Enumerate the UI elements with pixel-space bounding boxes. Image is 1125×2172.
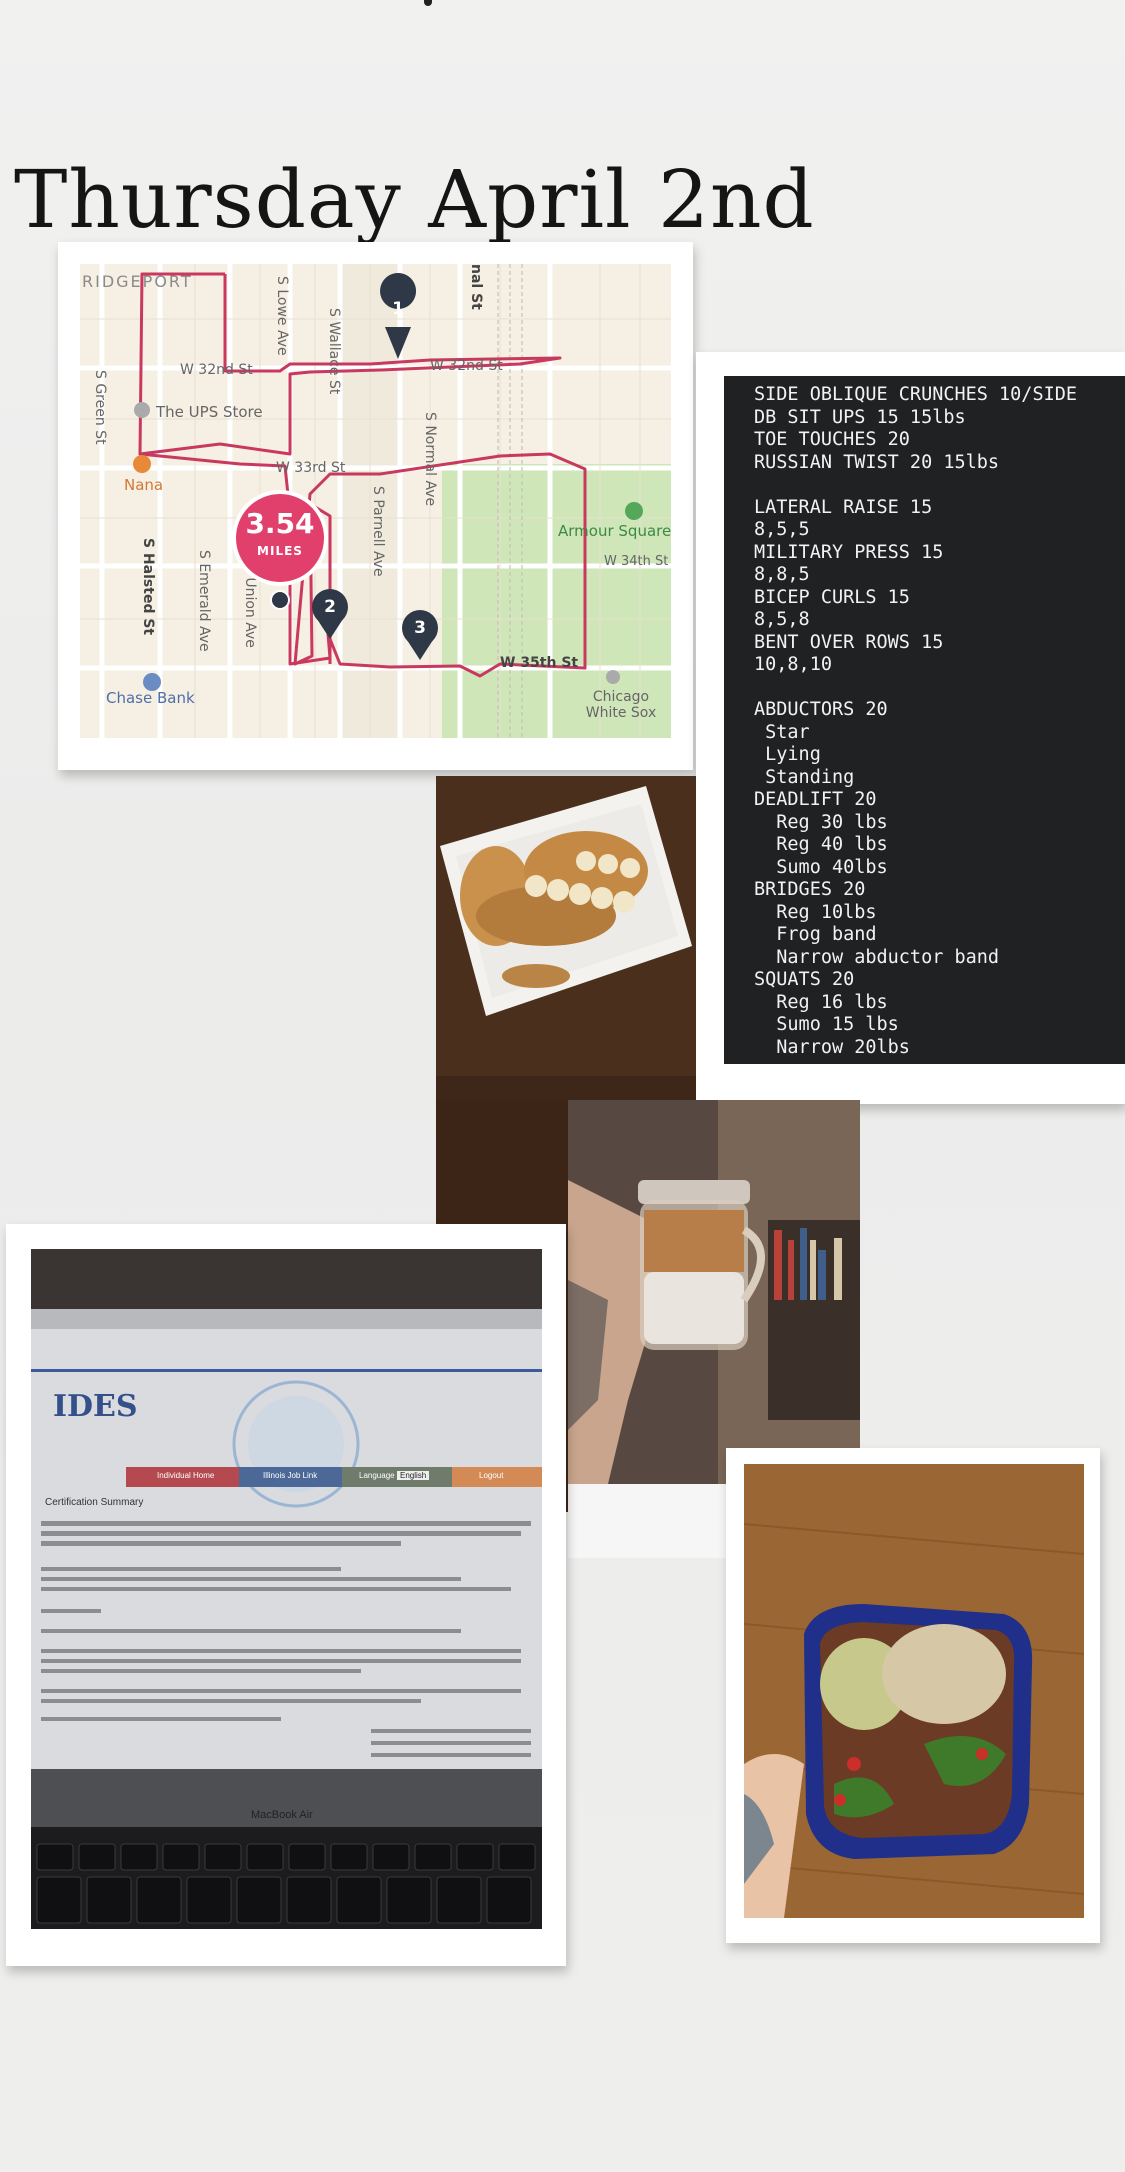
ides-logo: IDES bbox=[53, 1389, 138, 1424]
waffle-photo[interactable] bbox=[436, 776, 696, 1116]
map-label-w35: W 35th St bbox=[500, 655, 579, 671]
coffee-jar-illustration bbox=[568, 1100, 860, 1484]
map-label-w34: W 34th St bbox=[604, 554, 669, 569]
coffee-jar-photo[interactable] bbox=[568, 1100, 860, 1484]
laptop-screen-photo: IDES Certification Summary Individual Ho… bbox=[31, 1249, 542, 1929]
white-sox-stadium-icon bbox=[606, 670, 620, 684]
nana-restaurant-icon bbox=[133, 455, 151, 473]
workout-note-line: Star bbox=[754, 721, 810, 743]
workout-note-line: SIDE OBLIQUE CRUNCHES 10/SIDE bbox=[754, 384, 1078, 405]
workout-note-line: Reg 16 lbs bbox=[754, 991, 888, 1013]
workout-note-line: TOE TOUCHES 20 bbox=[754, 429, 910, 450]
bowl-illustration bbox=[744, 1464, 1084, 1918]
run-route-map: RIDGEPORT W 32nd St W 32nd St W 33rd St … bbox=[80, 264, 671, 738]
map-label-emerald: S Emerald Ave bbox=[196, 550, 212, 652]
workout-note-line: SQUATS 20 bbox=[754, 969, 855, 990]
workout-note-line: 8,8,5 bbox=[754, 564, 810, 585]
workout-note-line: DEADLIFT 20 bbox=[754, 789, 877, 810]
route-marker-3-label: 3 bbox=[414, 618, 426, 638]
workout-note-line: RUSSIAN TWIST 20 15lbs bbox=[754, 451, 1000, 473]
nav-illinois-job-link: Illinois Job Link bbox=[263, 1471, 318, 1480]
map-label-white-sox: Chicago White Sox bbox=[585, 689, 657, 721]
route-end-dot-icon bbox=[270, 590, 290, 610]
workout-notes-frame[interactable]: SIDE OBLIQUE CRUNCHES 10/SIDE DB SIT UPS … bbox=[696, 352, 1125, 1104]
map-label-green: S Green St bbox=[92, 370, 108, 445]
workout-note-line: LATERAL RAISE 15 bbox=[754, 496, 933, 518]
page-title: Thursday April 2nd bbox=[14, 153, 815, 246]
armour-square-park-icon bbox=[625, 502, 643, 520]
workout-note-line: DB SIT UPS 15 15lbs bbox=[754, 406, 966, 428]
map-label-lowe: S Lowe Ave bbox=[274, 276, 290, 356]
workout-note-line: Narrow 20lbs bbox=[754, 1036, 910, 1058]
map-label-w32: W 32nd St bbox=[180, 362, 253, 378]
map-label-ups: The UPS Store bbox=[156, 403, 263, 421]
grain-bowl-photo-frame[interactable] bbox=[726, 1448, 1100, 1943]
map-label-w33: W 33rd St bbox=[276, 460, 346, 476]
route-marker-1-label: 1 bbox=[392, 299, 404, 319]
chase-bank-icon bbox=[143, 673, 161, 691]
map-label-armour-square: Armour Square bbox=[558, 522, 671, 540]
workout-note-line: 8,5,8 bbox=[754, 609, 810, 630]
nav-logout: Logout bbox=[479, 1471, 504, 1480]
map-label-chase-bank: Chase Bank bbox=[106, 689, 195, 707]
map-label-w32-east: W 32nd St bbox=[430, 358, 503, 374]
nav-language-select: English bbox=[397, 1471, 430, 1480]
workout-note-line: Standing bbox=[754, 766, 855, 788]
workout-note-line: BENT OVER ROWS 15 bbox=[754, 631, 944, 653]
workout-note-line: MILITARY PRESS 15 bbox=[754, 541, 944, 563]
nav-language: Language bbox=[359, 1471, 395, 1480]
workout-note-line: 10,8,10 bbox=[754, 654, 832, 675]
workout-note-line: Reg 30 lbs bbox=[754, 811, 888, 833]
workout-note-line: Reg 40 lbs bbox=[754, 834, 888, 855]
map-label-nana: Nana bbox=[124, 476, 164, 494]
ups-store-icon bbox=[134, 402, 150, 418]
workout-note-line: ABDUCTORS 20 bbox=[754, 699, 888, 720]
workout-note-line: BICEP CURLS 15 bbox=[754, 586, 910, 608]
map-label-normal: S Normal Ave bbox=[422, 412, 438, 507]
workout-note-line: Frog band bbox=[754, 924, 877, 945]
workout-note-line: Sumo 15 lbs bbox=[754, 1014, 899, 1035]
workout-note-line bbox=[754, 677, 1125, 700]
workout-note-line: Lying bbox=[754, 744, 821, 765]
laptop-illustration bbox=[31, 1249, 542, 1929]
route-marker-3-icon bbox=[402, 610, 438, 660]
unemployment-certification-photo-frame[interactable]: IDES Certification Summary Individual Ho… bbox=[6, 1224, 566, 1966]
macbook-label: MacBook Air bbox=[251, 1809, 313, 1821]
map-photo-frame[interactable]: RIDGEPORT W 32nd St W 32nd St W 33rd St … bbox=[58, 242, 693, 770]
workout-note-line: 8,5,5 bbox=[754, 519, 810, 540]
workout-note-line: Narrow abductor band bbox=[754, 946, 1000, 968]
workout-notes: SIDE OBLIQUE CRUNCHES 10/SIDE DB SIT UPS … bbox=[724, 376, 1125, 1064]
photo-backdrop-pale bbox=[568, 1484, 728, 1558]
route-marker-1-icon bbox=[380, 273, 417, 359]
workout-note-line: BRIDGES 20 bbox=[754, 879, 866, 900]
map-label-parnell: S Parnell Ave bbox=[370, 486, 386, 577]
nav-individual-home: Individual Home bbox=[157, 1471, 215, 1480]
distance-value: 3.54 bbox=[245, 507, 315, 540]
map-label-wallace: S Wallace St bbox=[326, 308, 342, 395]
distance-unit: MILES bbox=[257, 544, 303, 558]
route-marker-2-icon bbox=[312, 589, 348, 639]
waffle-plate-illustration bbox=[436, 776, 696, 1116]
grain-bowl-photo bbox=[744, 1464, 1084, 1918]
workout-note-line: Sumo 40lbs bbox=[754, 856, 888, 878]
top-dot bbox=[424, 0, 432, 6]
map-streets bbox=[80, 264, 671, 738]
map-label-canal: nal St bbox=[468, 264, 484, 310]
map-label-halsted: S Halsted St bbox=[140, 538, 156, 636]
certification-heading: Certification Summary bbox=[45, 1497, 144, 1508]
workout-note-line bbox=[754, 474, 1125, 497]
distance-badge: 3.54 MILES bbox=[232, 490, 328, 586]
map-label-ridgeport: RIDGEPORT bbox=[82, 272, 193, 291]
run-route bbox=[138, 272, 587, 678]
workout-note-line: Reg 10lbs bbox=[754, 901, 877, 923]
route-marker-2-label: 2 bbox=[324, 597, 336, 617]
